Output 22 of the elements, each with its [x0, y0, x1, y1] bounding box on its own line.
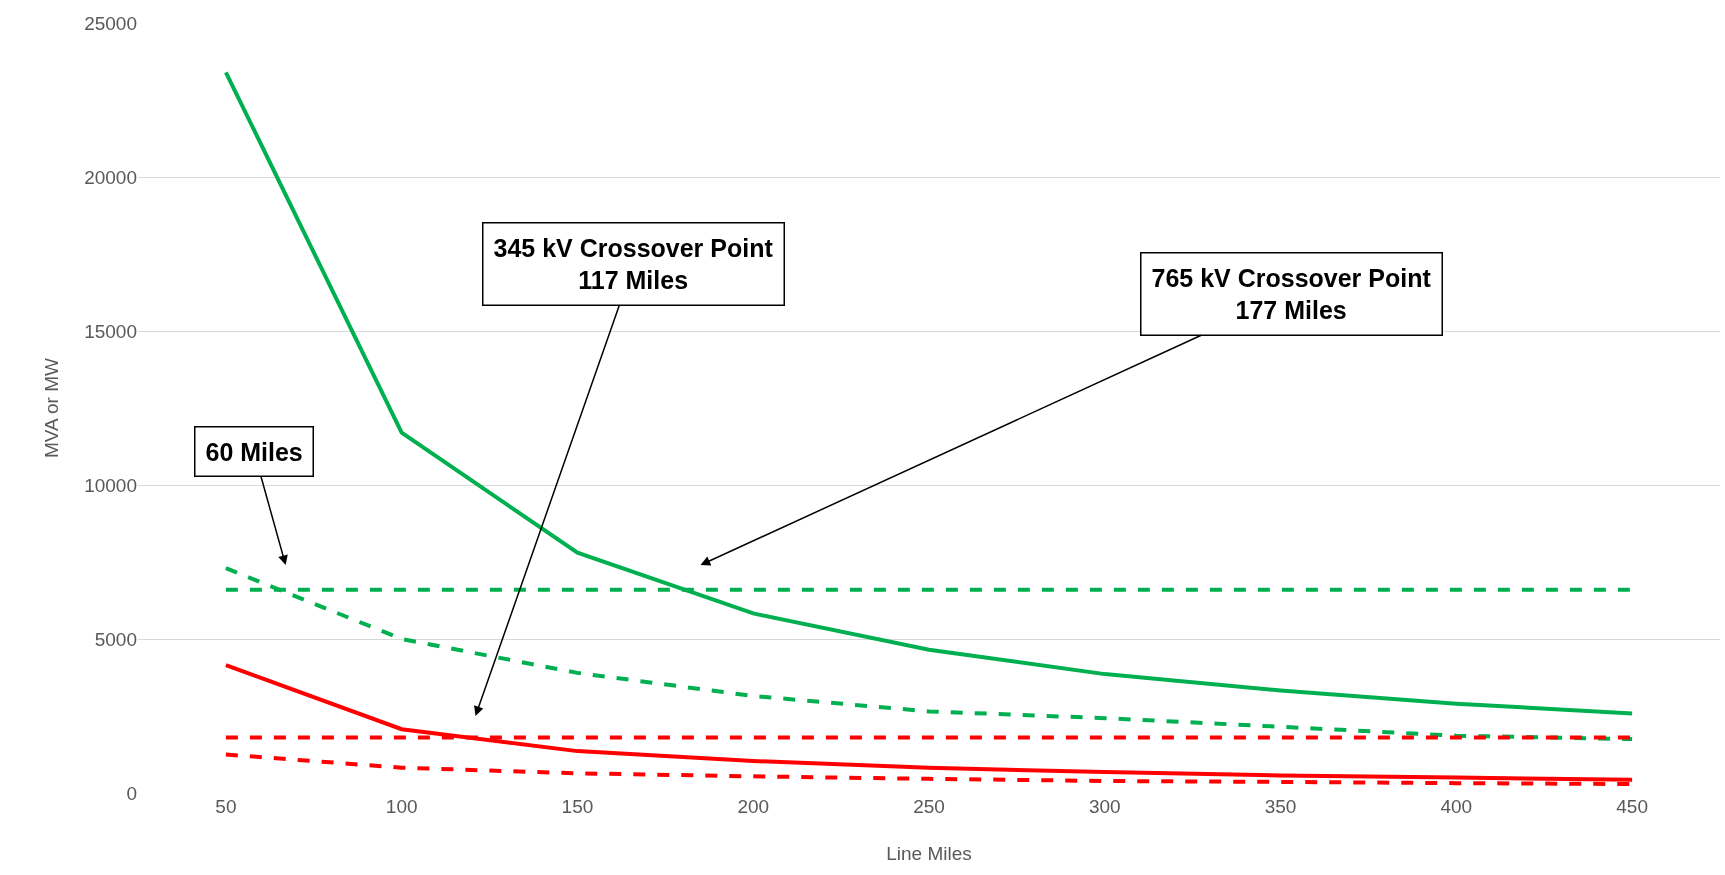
- x-tick-label: 200: [737, 796, 770, 817]
- annotation: 60 Miles: [205, 437, 303, 466]
- x-tick-label: 150: [561, 796, 594, 817]
- x-tick-label: 350: [1264, 796, 1297, 817]
- y-tick-label: 20000: [84, 166, 137, 188]
- line-series: [223, 566, 1635, 742]
- x-tick-label: 250: [913, 796, 945, 817]
- y-tick-label: 15000: [84, 320, 137, 342]
- y-tick-label: 5000: [94, 628, 137, 650]
- line-series: [223, 663, 1635, 782]
- y-tick-label: 0: [126, 782, 137, 804]
- x-tick-label: 50: [215, 796, 237, 817]
- y-axis-title: MVA or MW: [41, 357, 63, 458]
- y-tick-label: 25000: [84, 12, 137, 34]
- annotation: 345 kV Crossover Point 117 Miles: [493, 233, 774, 294]
- x-tick-label: 100: [385, 796, 418, 817]
- x-tick-label: 400: [1440, 796, 1473, 817]
- x-tick-label: 300: [1088, 796, 1121, 817]
- y-tick-label: 10000: [84, 474, 137, 496]
- x-tick-label: 450: [1616, 796, 1648, 817]
- x-axis-title: Line Miles: [886, 843, 972, 864]
- annotation: 765 kV Crossover Point 177 Miles: [1151, 263, 1432, 324]
